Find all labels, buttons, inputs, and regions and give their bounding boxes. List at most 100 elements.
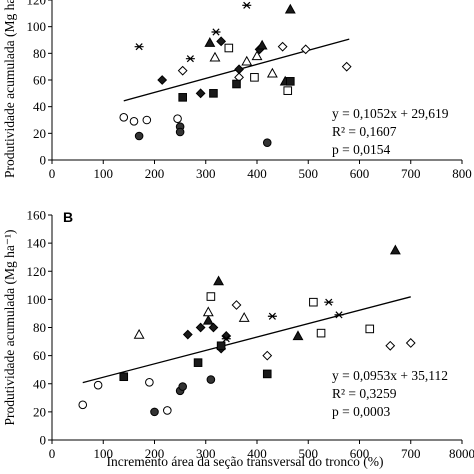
panel-b-point-square-filled xyxy=(119,372,129,382)
panel-b-point-triangle-open xyxy=(202,306,214,317)
panel-b-x-tick-label: 8000 xyxy=(449,446,474,461)
panel-a-x-tick-label: 200 xyxy=(145,166,165,181)
panel-a-point-square-filled xyxy=(178,93,187,102)
panel-b-x-tick-label: 400 xyxy=(247,446,267,461)
panel-b-point-circle-filled xyxy=(150,407,159,417)
panel-a-x-tick-label: 400 xyxy=(247,166,267,181)
panel-b-x-tick-label: 100 xyxy=(94,446,114,461)
panel-b-x-tick-label: 300 xyxy=(196,446,216,461)
panel-a-point-diamond-open xyxy=(277,41,288,52)
panel-b-y-tick-label: 100 xyxy=(27,292,47,307)
panel-a-point-circle-open xyxy=(142,115,152,125)
panel-b-point-diamond-filled xyxy=(208,322,219,333)
panel-a-point-circle-open xyxy=(173,114,182,123)
panel-a-point-diamond-open xyxy=(341,61,352,72)
panel-a-point-star xyxy=(185,55,195,63)
panel-a-point-star xyxy=(134,43,144,51)
panel-a-point-diamond-open xyxy=(300,44,311,55)
panel-a-y-tick-label: 40 xyxy=(33,99,46,114)
panel-a-x-tick-label: 800 xyxy=(452,166,472,181)
panel-b-y-tick-label: 40 xyxy=(33,376,46,391)
panel-b-point-circle-filled xyxy=(206,375,216,384)
panel-b-point-triangle-open xyxy=(133,328,145,339)
panel-a-point-square-open xyxy=(250,73,259,82)
panel-b-y-tick-label: 140 xyxy=(27,236,47,251)
panel-b-point-square-open xyxy=(365,324,375,334)
panel-a-y-tick-label: 20 xyxy=(33,126,46,141)
panel-a-point-triangle-open xyxy=(251,50,263,61)
panel-b-point-square-filled xyxy=(262,369,272,379)
panel-a-point-circle-filled xyxy=(262,138,272,147)
panel-b-y-tick-label: 0 xyxy=(40,433,47,448)
panel-a-point-triangle-filled xyxy=(204,37,216,47)
panel-a-point-circle-open xyxy=(129,117,139,126)
panel-a-point-diamond-filled xyxy=(195,88,206,99)
panel-a-point-circle-filled xyxy=(134,131,144,141)
panel-b-y-tick-label: 160 xyxy=(27,208,47,223)
panel-b-point-diamond-open xyxy=(262,350,273,361)
panel-a-point-triangle-open xyxy=(209,51,221,62)
panel-b-x-axis-label: Incremento área da seção transversal do … xyxy=(107,454,384,469)
panel-b-point-triangle-filled xyxy=(202,314,214,325)
panel-b-point-diamond-open xyxy=(385,340,396,351)
panel-a-point-square-filled xyxy=(209,89,218,98)
panel-b-point-diamond-filled xyxy=(195,322,206,333)
panel-b-point-square-open xyxy=(206,292,216,301)
panel-a-point-square-open xyxy=(283,86,293,95)
panel-a-y-axis-label: Produtividade acumulada (Mg ha⁻¹) xyxy=(2,0,17,178)
panel-b-y-tick-label: 80 xyxy=(33,320,46,335)
panel-a-point-square-open xyxy=(224,43,234,53)
panel-a-point-square-filled xyxy=(286,77,295,86)
panel-b-point-star xyxy=(334,311,344,319)
panel-a-y-tick-label: 120 xyxy=(27,0,47,8)
panel-a-x-tick-label: 700 xyxy=(401,166,421,181)
panel-a-point-triangle-filled xyxy=(284,3,296,14)
panel-a-stat-0: y = 0,1052x + 29,619 xyxy=(332,106,449,121)
panel-a-x-tick-label: 600 xyxy=(350,166,370,181)
panel-a-point-star xyxy=(242,1,252,9)
panel-b-point-circle-open xyxy=(163,406,172,415)
panel-b-point-triangle-open xyxy=(238,312,250,322)
panel-a-stat-1: R² = 0,1607 xyxy=(332,124,397,139)
panel-b-point-circle-open xyxy=(78,400,88,410)
panel-a-point-diamond-filled xyxy=(234,64,244,75)
panel-a-point-circle-open xyxy=(119,113,129,122)
panel-a-x-tick-label: 100 xyxy=(94,166,114,181)
panel-b-point-diamond-open xyxy=(231,300,242,310)
panel-b-point-circle-filled xyxy=(178,382,187,391)
panel-a-y-tick-label: 100 xyxy=(27,19,47,34)
panel-b-point-diamond-filled xyxy=(221,331,232,341)
panel-b-point-diamond-open xyxy=(405,338,416,348)
panel-b-point-triangle-filled xyxy=(389,244,401,255)
panel-a-x-tick-label: 0 xyxy=(49,166,56,181)
panel-b-y-tick-label: 60 xyxy=(33,348,46,363)
panel-a-point-triangle-filled xyxy=(256,39,268,50)
panel-a-x-tick-label: 300 xyxy=(196,166,216,181)
panel-b-point-square-filled xyxy=(216,341,226,351)
panel-b-y-tick-label: 120 xyxy=(27,264,47,279)
panel-b-stat-2: p = 0,0003 xyxy=(332,404,390,419)
panel-b-label: B xyxy=(63,209,73,225)
panel-b-point-star xyxy=(221,335,231,343)
panel-b-x-tick-label: 200 xyxy=(145,446,165,461)
panel-b-stat-0: y = 0,0953x + 35,112 xyxy=(332,368,448,383)
panel-b-x-tick-label: 500 xyxy=(299,446,319,461)
panel-a-x-tick-label: 500 xyxy=(299,166,319,181)
panel-a-point-diamond-filled xyxy=(157,75,168,85)
panel-a-point-square-filled xyxy=(232,79,241,89)
panel-b-point-triangle-filled xyxy=(292,330,304,341)
panel-b-point-star xyxy=(267,312,277,320)
panel-a-y-tick-label: 0 xyxy=(40,153,47,168)
panel-b-y-axis-label: Produtividade acumulada (Mg ha⁻¹) xyxy=(2,230,17,426)
panel-b-point-triangle-filled xyxy=(213,275,225,286)
panel-a-point-triangle-open xyxy=(266,67,278,78)
panel-a-stat-2: p = 0,0154 xyxy=(332,142,390,157)
panel-b-point-diamond-filled xyxy=(182,329,193,340)
panel-b-point-circle-open xyxy=(145,378,154,387)
panel-b-stat-1: R² = 0,3259 xyxy=(332,386,397,401)
panel-a-y-tick-label: 80 xyxy=(33,46,46,61)
panel-a-y-tick-label: 60 xyxy=(33,73,46,88)
panel-b-point-square-open xyxy=(309,297,318,307)
panel-b-point-square-filled xyxy=(193,358,203,367)
